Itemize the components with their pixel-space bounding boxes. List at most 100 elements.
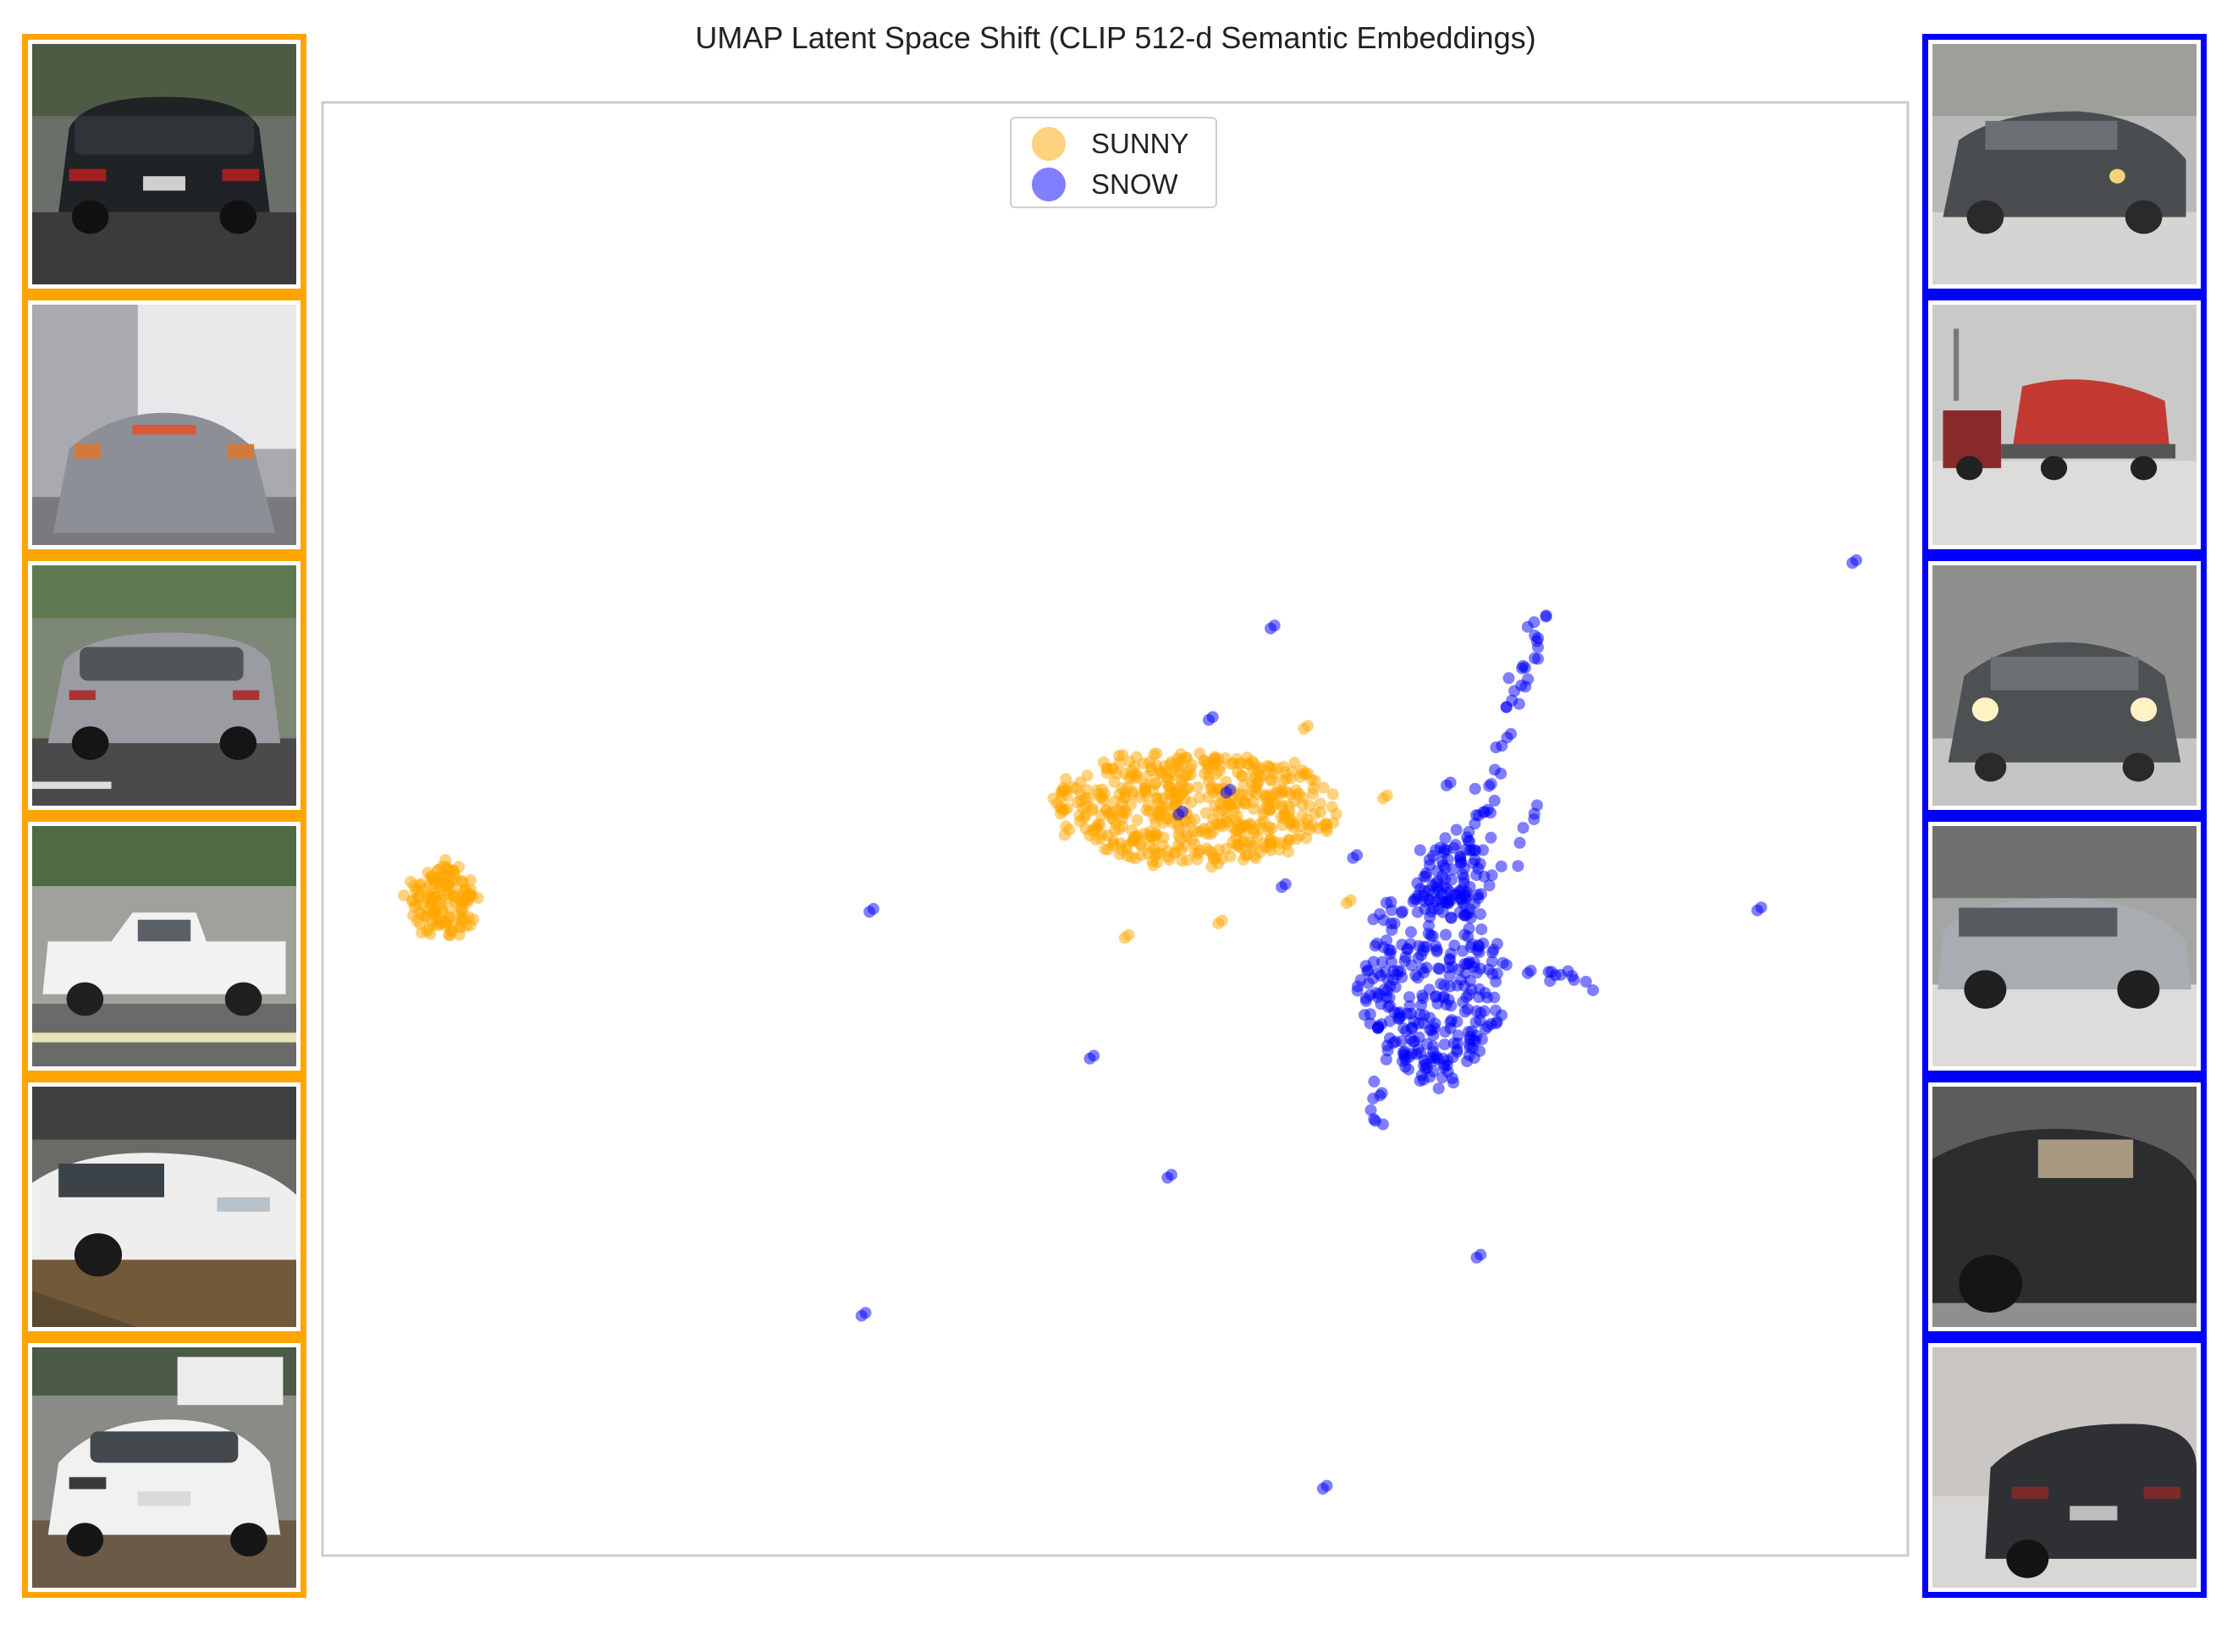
snow-point <box>1430 944 1443 956</box>
sunny-point <box>1108 776 1121 788</box>
sunny-point <box>1047 792 1060 805</box>
snow-point <box>1453 884 1466 897</box>
sunny-point <box>1162 812 1175 825</box>
sunny-point <box>1202 791 1215 804</box>
sunny-point <box>1169 846 1182 859</box>
snow-point <box>1462 1003 1474 1016</box>
sunny-point <box>1227 836 1239 849</box>
snow-point <box>1489 763 1501 776</box>
snow-point <box>1479 806 1491 818</box>
snow-point <box>1524 965 1537 977</box>
snow-point <box>1434 893 1447 905</box>
sunny-point <box>1128 834 1141 847</box>
snow-point <box>1385 895 1397 908</box>
snow-point <box>1414 844 1426 856</box>
snow-point <box>1519 661 1531 674</box>
sunny-point <box>1149 777 1162 790</box>
snow-point <box>1490 975 1502 988</box>
snow-thumbnail-5 <box>1922 1077 2207 1337</box>
sunny-point <box>1061 790 1073 802</box>
sunny-point <box>1089 834 1102 846</box>
sunny-point <box>1239 797 1251 810</box>
snow-point <box>1364 1104 1377 1116</box>
sunny-point <box>1078 812 1090 824</box>
snow-point <box>1206 711 1219 724</box>
snow-point <box>1481 991 1493 1004</box>
snow-point <box>1471 889 1484 901</box>
snow-point <box>1568 973 1580 986</box>
snow-car-photo <box>1932 1087 2197 1327</box>
snow-point <box>1268 620 1281 632</box>
sunny-point <box>427 907 439 919</box>
snow-point <box>1467 857 1480 869</box>
sunny-point <box>1137 757 1149 769</box>
snow-point <box>1440 928 1452 941</box>
sunny-point <box>1169 786 1181 799</box>
sunny-point <box>447 865 460 878</box>
snow-point <box>1850 553 1863 566</box>
sunny-point <box>471 892 484 904</box>
snow-point <box>859 1307 872 1319</box>
sunny-point <box>1160 777 1173 789</box>
sunny-point <box>421 925 433 938</box>
snow-point <box>1382 1000 1395 1013</box>
sunny-point <box>1249 851 1262 864</box>
snow-point <box>1177 805 1189 818</box>
sunny-point <box>1264 789 1276 801</box>
legend-item-snow: SNOW <box>1032 168 1178 201</box>
sunny-point <box>1176 855 1188 867</box>
sunny-point <box>408 879 421 892</box>
sunny-point <box>1278 809 1291 822</box>
snow-point <box>1532 641 1544 653</box>
sunny-point <box>1215 803 1228 816</box>
snow-point <box>1495 860 1508 873</box>
snow-point <box>1399 1054 1412 1066</box>
sunny-point <box>1306 819 1319 832</box>
legend-label-sunny: SUNNY <box>1091 128 1189 159</box>
snow-point <box>1444 776 1457 789</box>
sunny-point <box>1262 824 1275 837</box>
snow-point <box>1404 1007 1417 1020</box>
snow-point <box>1443 952 1456 965</box>
snow-point <box>1439 832 1452 845</box>
sunny-point <box>1191 781 1204 794</box>
sunny-point <box>1133 791 1146 804</box>
sunny-point <box>1315 806 1327 818</box>
snow-point <box>1381 934 1393 947</box>
sunny-point <box>1058 829 1071 841</box>
snow-point <box>1367 955 1380 968</box>
sunny-point <box>428 874 441 886</box>
sunny-point <box>1285 772 1298 785</box>
snow-point <box>1468 1033 1480 1046</box>
sunny-point <box>1188 846 1201 859</box>
snow-point <box>1372 1020 1385 1032</box>
sunny-point <box>447 919 460 932</box>
sunny-point <box>1263 840 1276 853</box>
snow-point <box>1385 944 1397 957</box>
sunny-point <box>1122 928 1135 941</box>
sunny-point <box>413 906 426 919</box>
sunny-car-photo <box>32 305 296 545</box>
sunny-point <box>1140 804 1153 817</box>
snow-point <box>1473 983 1486 995</box>
snow-point <box>1451 979 1464 992</box>
snow-point <box>1515 679 1528 691</box>
snow-point <box>1485 831 1497 844</box>
snow-point <box>1463 906 1475 919</box>
sunny-car-photo <box>32 826 296 1066</box>
snow-point <box>1470 809 1482 822</box>
sunny-point <box>1327 817 1340 829</box>
sunny-point <box>1205 861 1218 873</box>
sunny-point <box>456 904 469 916</box>
snow-point <box>1423 894 1435 906</box>
snow-point <box>1447 1077 1460 1089</box>
snow-car-photo <box>1932 826 2197 1066</box>
sunny-point <box>1276 819 1288 831</box>
snow-point <box>1486 869 1498 882</box>
snow-point <box>1409 969 1422 982</box>
sunny-point <box>1150 747 1163 760</box>
sunny-point <box>1097 756 1110 768</box>
snow-point <box>1485 1018 1497 1030</box>
snow-point <box>1436 869 1449 882</box>
sunny-point <box>1106 763 1118 775</box>
